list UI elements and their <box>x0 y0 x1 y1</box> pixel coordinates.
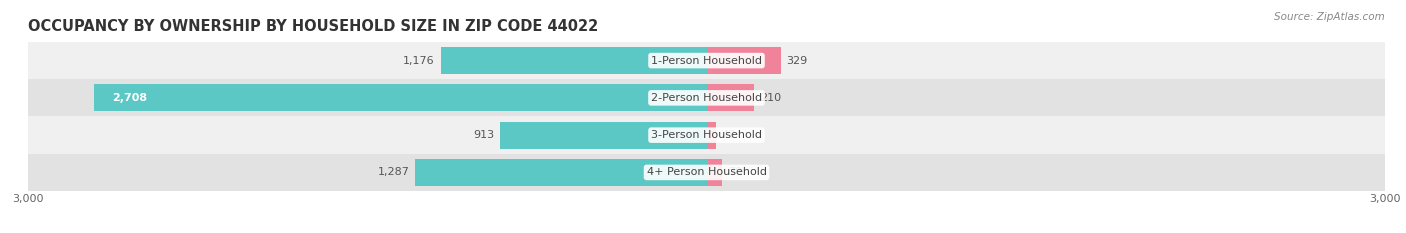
Text: 210: 210 <box>759 93 780 103</box>
Bar <box>707 84 754 111</box>
Bar <box>28 116 1385 154</box>
Bar <box>416 159 707 186</box>
Bar <box>707 122 716 149</box>
Text: 2,708: 2,708 <box>112 93 148 103</box>
Text: 1,287: 1,287 <box>378 168 409 177</box>
Bar <box>440 47 707 74</box>
Bar <box>707 47 780 74</box>
Bar <box>94 84 707 111</box>
Bar <box>501 122 707 149</box>
Text: 1-Person Household: 1-Person Household <box>651 56 762 65</box>
Bar <box>28 154 1385 191</box>
Text: 4+ Person Household: 4+ Person Household <box>647 168 766 177</box>
Bar <box>28 42 1385 79</box>
Text: 2-Person Household: 2-Person Household <box>651 93 762 103</box>
Text: 329: 329 <box>786 56 808 65</box>
Text: Source: ZipAtlas.com: Source: ZipAtlas.com <box>1274 12 1385 22</box>
Text: 70: 70 <box>728 168 742 177</box>
Text: 3-Person Household: 3-Person Household <box>651 130 762 140</box>
Text: 1,176: 1,176 <box>404 56 434 65</box>
Text: OCCUPANCY BY OWNERSHIP BY HOUSEHOLD SIZE IN ZIP CODE 44022: OCCUPANCY BY OWNERSHIP BY HOUSEHOLD SIZE… <box>28 19 599 34</box>
Bar <box>28 79 1385 116</box>
Text: 43: 43 <box>721 130 735 140</box>
Bar <box>707 159 723 186</box>
Text: 913: 913 <box>474 130 495 140</box>
